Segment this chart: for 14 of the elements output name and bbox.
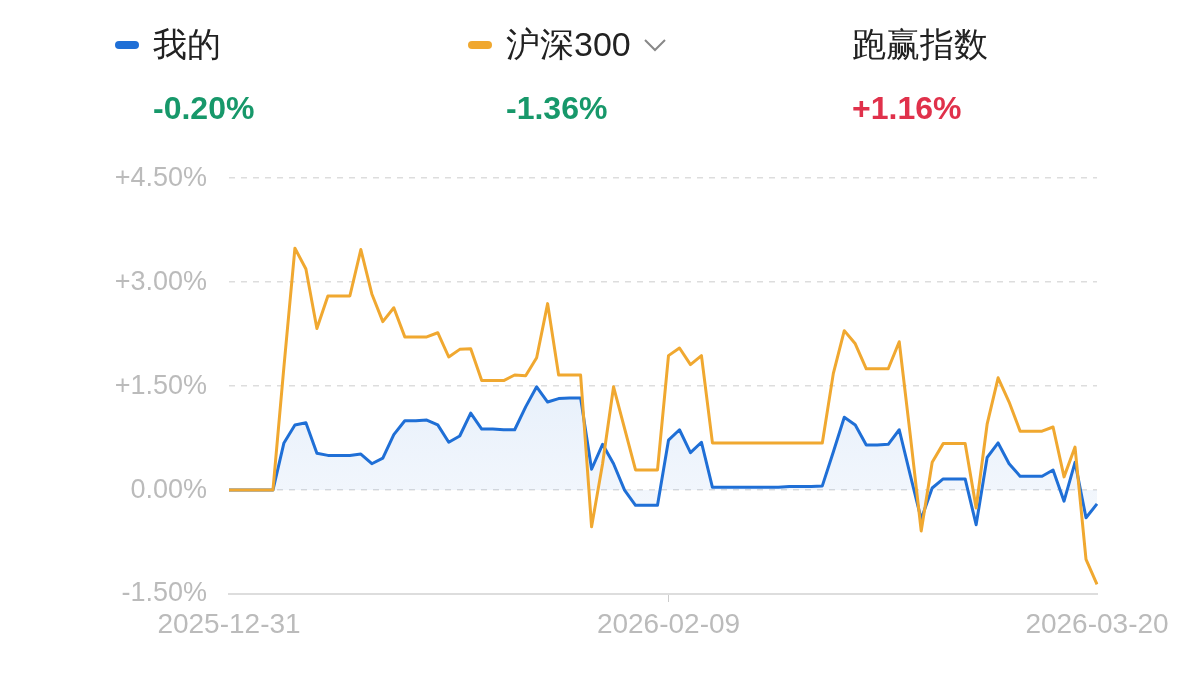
text: 跑赢指数 <box>852 24 988 65</box>
text: +1.16% <box>852 90 963 127</box>
y-tick-label: -1.50% <box>121 577 207 608</box>
y-tick-label: +4.50% <box>114 161 207 192</box>
y-tick-label: +3.00% <box>114 265 207 296</box>
text: -0.20% <box>153 90 255 127</box>
legend-label: 沪深300 <box>506 24 631 65</box>
legend-label: 我的 <box>153 24 221 65</box>
y-tick-label: 0.00% <box>130 473 207 504</box>
text: -1.36% <box>506 90 609 127</box>
y-tick-label: +1.50% <box>114 369 207 400</box>
x-tick-label: 2026-03-20 <box>1025 607 1169 639</box>
x-tick-label: 2026-02-09 <box>596 607 741 639</box>
x-tick-label: 2025-12-31 <box>157 607 301 639</box>
